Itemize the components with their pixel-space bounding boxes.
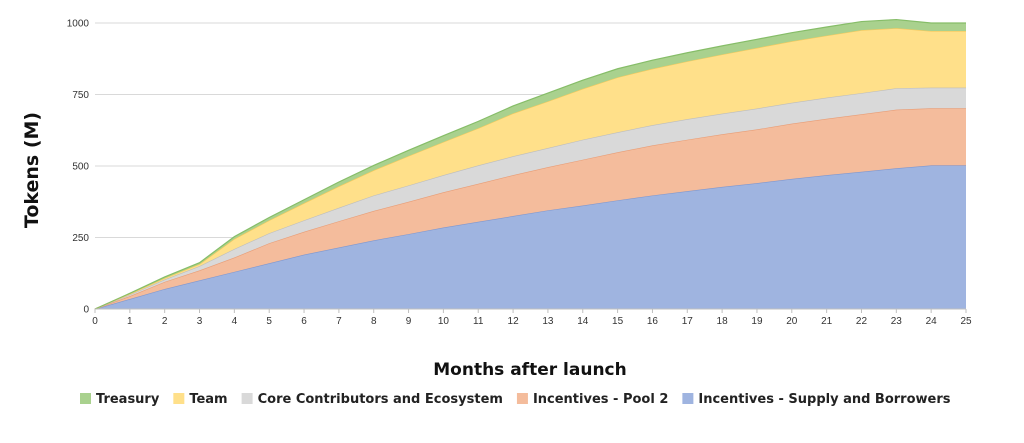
legend-swatch <box>241 393 253 404</box>
x-tick-label: 20 <box>786 316 798 327</box>
x-tick-label: 25 <box>960 316 972 327</box>
y-tick-label: 750 <box>72 90 89 101</box>
legend-label: Incentives - Pool 2 <box>533 392 668 407</box>
line-treasury <box>94 18 966 310</box>
legend-label: Treasury <box>96 392 160 407</box>
x-tick-label: 12 <box>508 316 520 327</box>
x-tick-label: 6 <box>301 316 307 327</box>
x-tick-label: 9 <box>406 316 412 327</box>
legend-item-treasury: Treasury <box>80 392 160 407</box>
x-tick-label: 8 <box>371 316 377 327</box>
area-core-contributors-and-ecosystem <box>95 87 966 309</box>
x-tick-label: 10 <box>438 316 450 327</box>
x-tick-label: 14 <box>577 316 589 327</box>
y-tick-label: 500 <box>72 162 89 173</box>
legend-item-incentives-supply-and-borrowers: Incentives - Supply and Borrowers <box>682 392 951 407</box>
y-tick-label: 0 <box>83 305 89 316</box>
x-tick-label: 1 <box>127 316 133 327</box>
legend-label: Core Contributors and Ecosystem <box>258 392 503 407</box>
x-tick-label: 13 <box>542 316 554 327</box>
legend-label: Incentives - Supply and Borrowers <box>698 392 950 407</box>
area-incentives-pool-2 <box>95 108 966 309</box>
legend-swatch <box>173 393 185 404</box>
line-incentives-pool-2 <box>94 107 966 310</box>
x-tick-label: 11 <box>473 316 484 327</box>
x-axis-title: Months after launch <box>433 360 626 380</box>
x-tick-label: 18 <box>717 316 729 327</box>
x-tick-label: 22 <box>856 316 868 327</box>
x-tick-label: 16 <box>647 316 659 327</box>
area-series-group <box>94 18 966 310</box>
x-tick-label: 23 <box>891 316 903 327</box>
area-team <box>95 28 966 310</box>
area-incentives-supply-and-borrowers <box>95 165 966 309</box>
x-tick-label: 7 <box>336 316 342 327</box>
x-tick-label: 0 <box>92 316 98 327</box>
x-tick-label: 19 <box>751 316 763 327</box>
legend-swatch <box>682 393 694 404</box>
legend-item-team: Team <box>173 392 228 407</box>
x-tick-label: 24 <box>926 316 938 327</box>
legend-swatch <box>516 393 528 404</box>
x-tick-label: 15 <box>612 316 624 327</box>
legend-label: Team <box>189 392 227 407</box>
x-tick-label: 17 <box>682 316 694 327</box>
y-tick-label: 1000 <box>67 19 90 30</box>
x-tick-label: 5 <box>266 316 272 327</box>
x-tick-label: 3 <box>197 316 203 327</box>
x-tick-label: 2 <box>162 316 168 327</box>
legend-item-incentives-pool-2: Incentives - Pool 2 <box>516 392 668 407</box>
legend-item-core-contributors-and-ecosystem: Core Contributors and Ecosystem <box>241 392 503 407</box>
legend-swatch <box>80 393 91 404</box>
y-tick-label: 250 <box>72 233 89 244</box>
y-axis-title: Tokens (M) <box>21 112 43 228</box>
legend: Treasury Team Core Contributors and Ecosys… <box>80 392 951 407</box>
x-tick-label: 21 <box>821 316 833 327</box>
x-tick-label: 4 <box>232 316 238 327</box>
